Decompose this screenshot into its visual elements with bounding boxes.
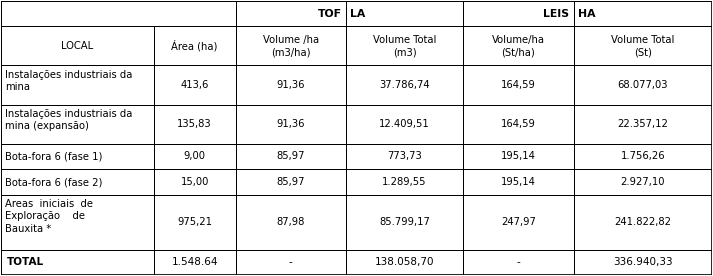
Bar [235, 1, 346, 26]
Bar [346, 65, 463, 105]
Text: 164,59: 164,59 [501, 80, 536, 90]
Bar [154, 169, 235, 195]
Text: 87,98: 87,98 [277, 217, 305, 227]
Bar [1, 169, 154, 195]
Bar [235, 26, 346, 65]
Text: 37.786,74: 37.786,74 [379, 80, 430, 90]
Bar [235, 65, 346, 105]
Bar [235, 169, 346, 195]
Bar [346, 195, 463, 250]
Text: -: - [289, 258, 292, 267]
Text: 85.799,17: 85.799,17 [379, 217, 430, 227]
Text: 1.756,26: 1.756,26 [620, 152, 665, 161]
Text: Volume/ha
(St/ha): Volume/ha (St/ha) [492, 35, 545, 57]
Bar [463, 65, 573, 105]
Bar [235, 195, 346, 250]
Bar [1, 26, 154, 65]
Bar [154, 250, 235, 275]
Bar [1, 105, 154, 144]
Bar [463, 1, 573, 26]
Bar [1, 65, 154, 105]
Bar [346, 26, 463, 65]
Text: LOCAL: LOCAL [61, 41, 93, 51]
Text: 135,83: 135,83 [178, 119, 212, 129]
Text: Instalações industriais da
mina: Instalações industriais da mina [5, 70, 133, 92]
Text: 138.058,70: 138.058,70 [375, 258, 434, 267]
Bar [346, 105, 463, 144]
Bar [235, 105, 346, 144]
Bar [346, 169, 463, 195]
Bar [346, 1, 463, 26]
Text: 336.940,33: 336.940,33 [613, 258, 673, 267]
Bar [573, 26, 712, 65]
Text: 68.077,03: 68.077,03 [617, 80, 668, 90]
Text: 1.548.64: 1.548.64 [171, 258, 218, 267]
Bar [573, 144, 712, 169]
Bar [1, 250, 154, 275]
Bar [346, 250, 463, 275]
Bar [154, 144, 235, 169]
Text: 1.289,55: 1.289,55 [382, 177, 427, 187]
Text: -: - [516, 258, 520, 267]
Bar [235, 250, 346, 275]
Text: 975,21: 975,21 [177, 217, 212, 227]
Bar [463, 195, 573, 250]
Text: 91,36: 91,36 [277, 119, 305, 129]
Text: TOF: TOF [317, 9, 342, 18]
Text: 85,97: 85,97 [277, 152, 305, 161]
Bar [463, 250, 573, 275]
Text: LEIS: LEIS [543, 9, 569, 18]
Text: 195,14: 195,14 [501, 177, 536, 187]
Text: Volume Total
(m3): Volume Total (m3) [373, 35, 436, 57]
Text: Bota-fora 6 (fase 2): Bota-fora 6 (fase 2) [5, 177, 103, 187]
Text: 195,14: 195,14 [501, 152, 536, 161]
Text: HA: HA [578, 9, 595, 18]
Text: 413,6: 413,6 [180, 80, 209, 90]
Bar [573, 1, 712, 26]
Bar [573, 65, 712, 105]
Text: LA: LA [350, 9, 365, 18]
Text: 247,97: 247,97 [501, 217, 536, 227]
Bar [463, 105, 573, 144]
Bar [1, 195, 154, 250]
Bar [463, 144, 573, 169]
Bar [573, 195, 712, 250]
Text: Volume Total
(St): Volume Total (St) [611, 35, 674, 57]
Text: TOTAL: TOTAL [6, 258, 43, 267]
Bar [573, 105, 712, 144]
Bar [573, 250, 712, 275]
Bar [463, 169, 573, 195]
Text: Areas  iniciais  de
Exploração    de
Bauxita *: Areas iniciais de Exploração de Bauxita … [5, 199, 93, 234]
Text: 241.822,82: 241.822,82 [615, 217, 672, 227]
Text: 9,00: 9,00 [184, 152, 205, 161]
Text: 164,59: 164,59 [501, 119, 536, 129]
Text: Bota-fora 6 (fase 1): Bota-fora 6 (fase 1) [5, 152, 103, 161]
Text: 773,73: 773,73 [387, 152, 422, 161]
Bar [235, 144, 346, 169]
Bar [154, 65, 235, 105]
Bar [154, 195, 235, 250]
Text: Instalações industriais da
mina (expansão): Instalações industriais da mina (expansã… [5, 109, 133, 131]
Text: 91,36: 91,36 [277, 80, 305, 90]
Bar [346, 144, 463, 169]
Bar [573, 169, 712, 195]
Text: Volume /ha
(m3/ha): Volume /ha (m3/ha) [262, 35, 319, 57]
Text: 85,97: 85,97 [277, 177, 305, 187]
Text: 2.927,10: 2.927,10 [621, 177, 665, 187]
Bar [1, 144, 154, 169]
Text: 15,00: 15,00 [180, 177, 209, 187]
Text: Área (ha): Área (ha) [171, 40, 217, 52]
Text: 12.409,51: 12.409,51 [379, 119, 430, 129]
Bar [1, 1, 235, 26]
Bar [154, 105, 235, 144]
Bar [463, 26, 573, 65]
Bar [154, 26, 235, 65]
Text: 22.357,12: 22.357,12 [617, 119, 668, 129]
